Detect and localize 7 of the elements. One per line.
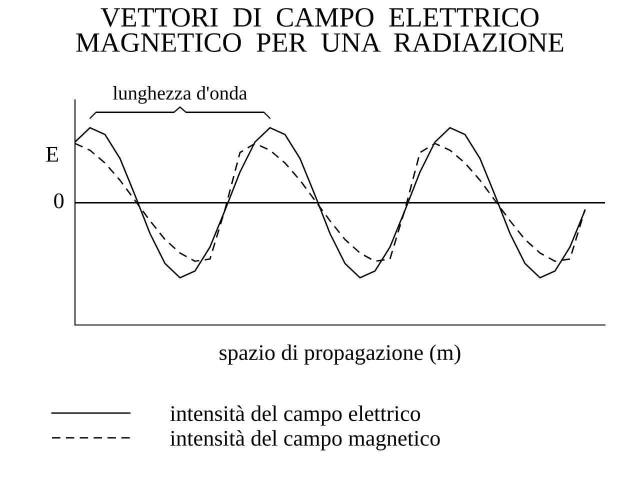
ref-line-label: 0 [54,193,64,208]
text: lunghezza d'onda [113,86,248,104]
chart-title: VETTORI DI CAMPO ELETTRICO MAGNETICO PER UNA RADIAZIONE [76,8,564,52]
legend-label: intensità del campo magnetico [170,430,440,450]
y-axis-title: E [46,147,58,162]
x-axis-title: spazio di propagazione (m) [220,344,460,365]
legend-label: intensità del campo elettrico [170,405,420,426]
